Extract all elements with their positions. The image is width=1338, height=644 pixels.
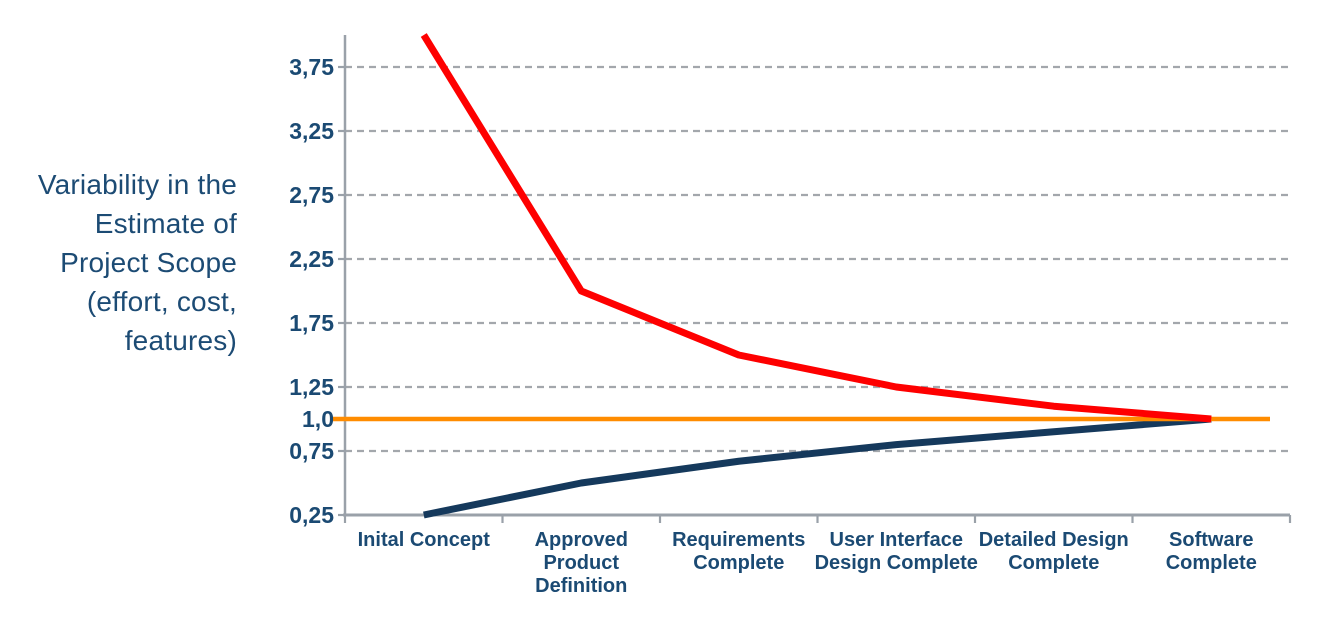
y-axis-title-line: Estimate of	[94, 208, 237, 239]
y-tick-label: 1,25	[289, 374, 334, 400]
x-category-label: Software Complete	[1165, 529, 1257, 574]
x-category-label: Detailed Design Complete	[978, 529, 1129, 574]
y-axis-title-line: Variability in the	[37, 169, 237, 200]
y-tick-label: 1,0	[302, 406, 334, 432]
y-tick-label: 0,25	[289, 502, 334, 528]
y-axis-title-line: features)	[124, 325, 237, 356]
x-category-label: Requirements Complete	[672, 529, 806, 574]
x-category-label: Approved Product Definition	[534, 529, 628, 597]
y-tick-label: 1,75	[289, 310, 334, 336]
x-category-label: User Interface Design Complete	[814, 529, 978, 574]
y-axis-title: Variability in the Estimate of Project S…	[4, 165, 237, 360]
x-category-label: Inital Concept	[357, 529, 490, 551]
y-axis-title-line: (effort, cost,	[86, 286, 237, 317]
y-axis-title-line: Project Scope	[60, 247, 237, 278]
series-line-upper-estimate-variability	[420, 33, 1212, 423]
y-tick-label: 2,25	[289, 246, 334, 272]
y-tick-label: 3,75	[289, 54, 334, 80]
y-tick-label: 3,25	[289, 118, 334, 144]
y-tick-label: 2,75	[289, 182, 334, 208]
y-tick-label: 0,75	[289, 438, 334, 464]
series-line-lower-estimate-variability	[423, 415, 1212, 519]
